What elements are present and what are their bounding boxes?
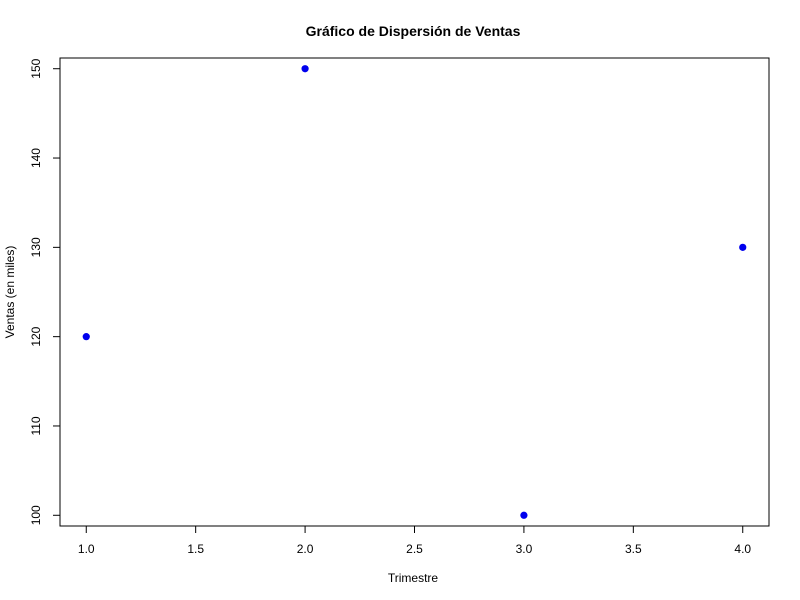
y-tick-label: 100 <box>29 505 43 525</box>
y-tick-label: 140 <box>29 148 43 168</box>
y-tick-label: 130 <box>29 237 43 257</box>
x-tick-label: 1.5 <box>187 542 204 556</box>
x-tick-label: 4.0 <box>734 542 751 556</box>
data-point <box>520 511 528 519</box>
x-tick-label: 3.5 <box>625 542 642 556</box>
chart-title: Gráfico de Dispersión de Ventas <box>306 23 521 39</box>
data-point <box>82 333 90 341</box>
data-points <box>82 65 747 519</box>
x-axis: 1.0 1.5 2.0 2.5 3.0 3.5 4.0 <box>78 526 751 556</box>
y-axis-label: Ventas (en miles) <box>3 246 17 339</box>
plot-frame <box>59 57 770 527</box>
data-point <box>301 65 309 73</box>
x-axis-label: Trimestre <box>388 571 439 585</box>
x-tick-label: 3.0 <box>516 542 533 556</box>
x-tick-label: 1.0 <box>78 542 95 556</box>
x-tick-label: 2.0 <box>297 542 314 556</box>
data-point <box>739 243 747 251</box>
y-tick-label: 150 <box>29 58 43 78</box>
y-axis: 100 110 120 130 140 150 <box>29 58 60 525</box>
x-tick-label: 2.5 <box>406 542 423 556</box>
y-tick-label: 110 <box>29 416 43 435</box>
y-tick-label: 120 <box>29 326 43 346</box>
